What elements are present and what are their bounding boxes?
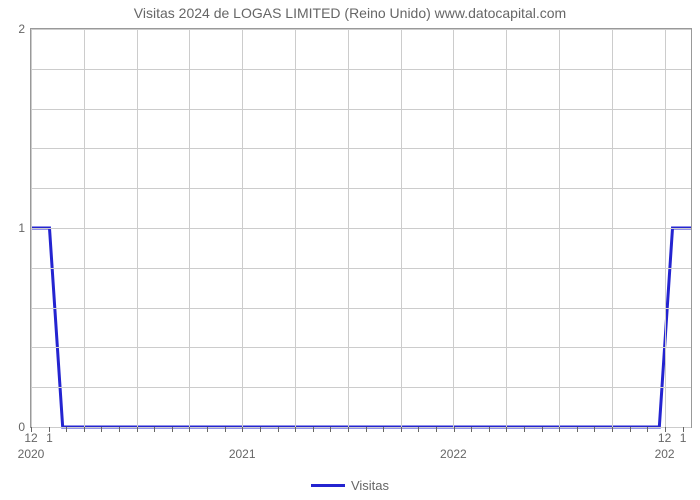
- x-minor-tick: [207, 427, 208, 432]
- x-minor-tick: [506, 427, 507, 432]
- grid-h-minor: [31, 347, 691, 348]
- grid-v: [137, 29, 138, 427]
- grid-h: [31, 427, 691, 428]
- y-tick-label: 2: [18, 22, 31, 36]
- grid-v: [84, 29, 85, 427]
- x-minor-tick: [84, 427, 85, 432]
- grid-h-minor: [31, 387, 691, 388]
- x-minor-tick: [454, 427, 455, 432]
- grid-h-minor: [31, 148, 691, 149]
- x-month-label: 1: [46, 431, 53, 445]
- grid-h-minor: [31, 188, 691, 189]
- grid-v: [559, 29, 560, 427]
- grid-h-minor: [31, 109, 691, 110]
- x-month-label: 12: [658, 431, 671, 445]
- x-minor-tick: [295, 427, 296, 432]
- x-month-label: 12: [24, 431, 37, 445]
- legend: Visitas: [0, 478, 700, 493]
- x-minor-tick: [172, 427, 173, 432]
- x-minor-tick: [436, 427, 437, 432]
- x-minor-tick: [383, 427, 384, 432]
- x-year-label: 2022: [440, 447, 467, 461]
- grid-v: [242, 29, 243, 427]
- grid-h-minor: [31, 308, 691, 309]
- x-minor-tick: [242, 427, 243, 432]
- grid-v: [401, 29, 402, 427]
- x-minor-tick: [260, 427, 261, 432]
- grid-v: [31, 29, 32, 427]
- x-minor-tick: [524, 427, 525, 432]
- x-minor-tick: [630, 427, 631, 432]
- x-minor-tick: [471, 427, 472, 432]
- grid-v: [506, 29, 507, 427]
- chart-title: Visitas 2024 de LOGAS LIMITED (Reino Uni…: [0, 5, 700, 21]
- grid-h: [31, 228, 691, 229]
- plot-area: 012121121202020212022202: [30, 28, 692, 428]
- x-minor-tick: [542, 427, 543, 432]
- x-minor-tick: [66, 427, 67, 432]
- x-minor-tick: [278, 427, 279, 432]
- x-month-label: 1: [680, 431, 687, 445]
- x-minor-tick: [612, 427, 613, 432]
- x-minor-tick: [348, 427, 349, 432]
- x-minor-tick: [577, 427, 578, 432]
- x-year-label: 2021: [229, 447, 256, 461]
- x-minor-tick: [225, 427, 226, 432]
- x-minor-tick: [154, 427, 155, 432]
- grid-v: [348, 29, 349, 427]
- x-minor-tick: [401, 427, 402, 432]
- x-year-label: 2020: [18, 447, 45, 461]
- x-minor-tick: [366, 427, 367, 432]
- x-minor-tick: [119, 427, 120, 432]
- x-minor-tick: [101, 427, 102, 432]
- x-minor-tick: [330, 427, 331, 432]
- grid-v: [612, 29, 613, 427]
- grid-v: [295, 29, 296, 427]
- legend-swatch: [311, 484, 345, 487]
- grid-v: [665, 29, 666, 427]
- x-year-label: 202: [655, 447, 675, 461]
- x-minor-tick: [559, 427, 560, 432]
- x-minor-tick: [594, 427, 595, 432]
- y-tick-label: 1: [18, 221, 31, 235]
- series-polyline: [31, 228, 691, 427]
- grid-v: [453, 29, 454, 427]
- x-minor-tick: [418, 427, 419, 432]
- x-minor-tick: [489, 427, 490, 432]
- grid-h-minor: [31, 69, 691, 70]
- grid-v: [189, 29, 190, 427]
- grid-h: [31, 29, 691, 30]
- x-minor-tick: [313, 427, 314, 432]
- x-minor-tick: [137, 427, 138, 432]
- legend-label: Visitas: [351, 478, 389, 493]
- x-minor-tick: [189, 427, 190, 432]
- grid-h-minor: [31, 268, 691, 269]
- x-minor-tick: [647, 427, 648, 432]
